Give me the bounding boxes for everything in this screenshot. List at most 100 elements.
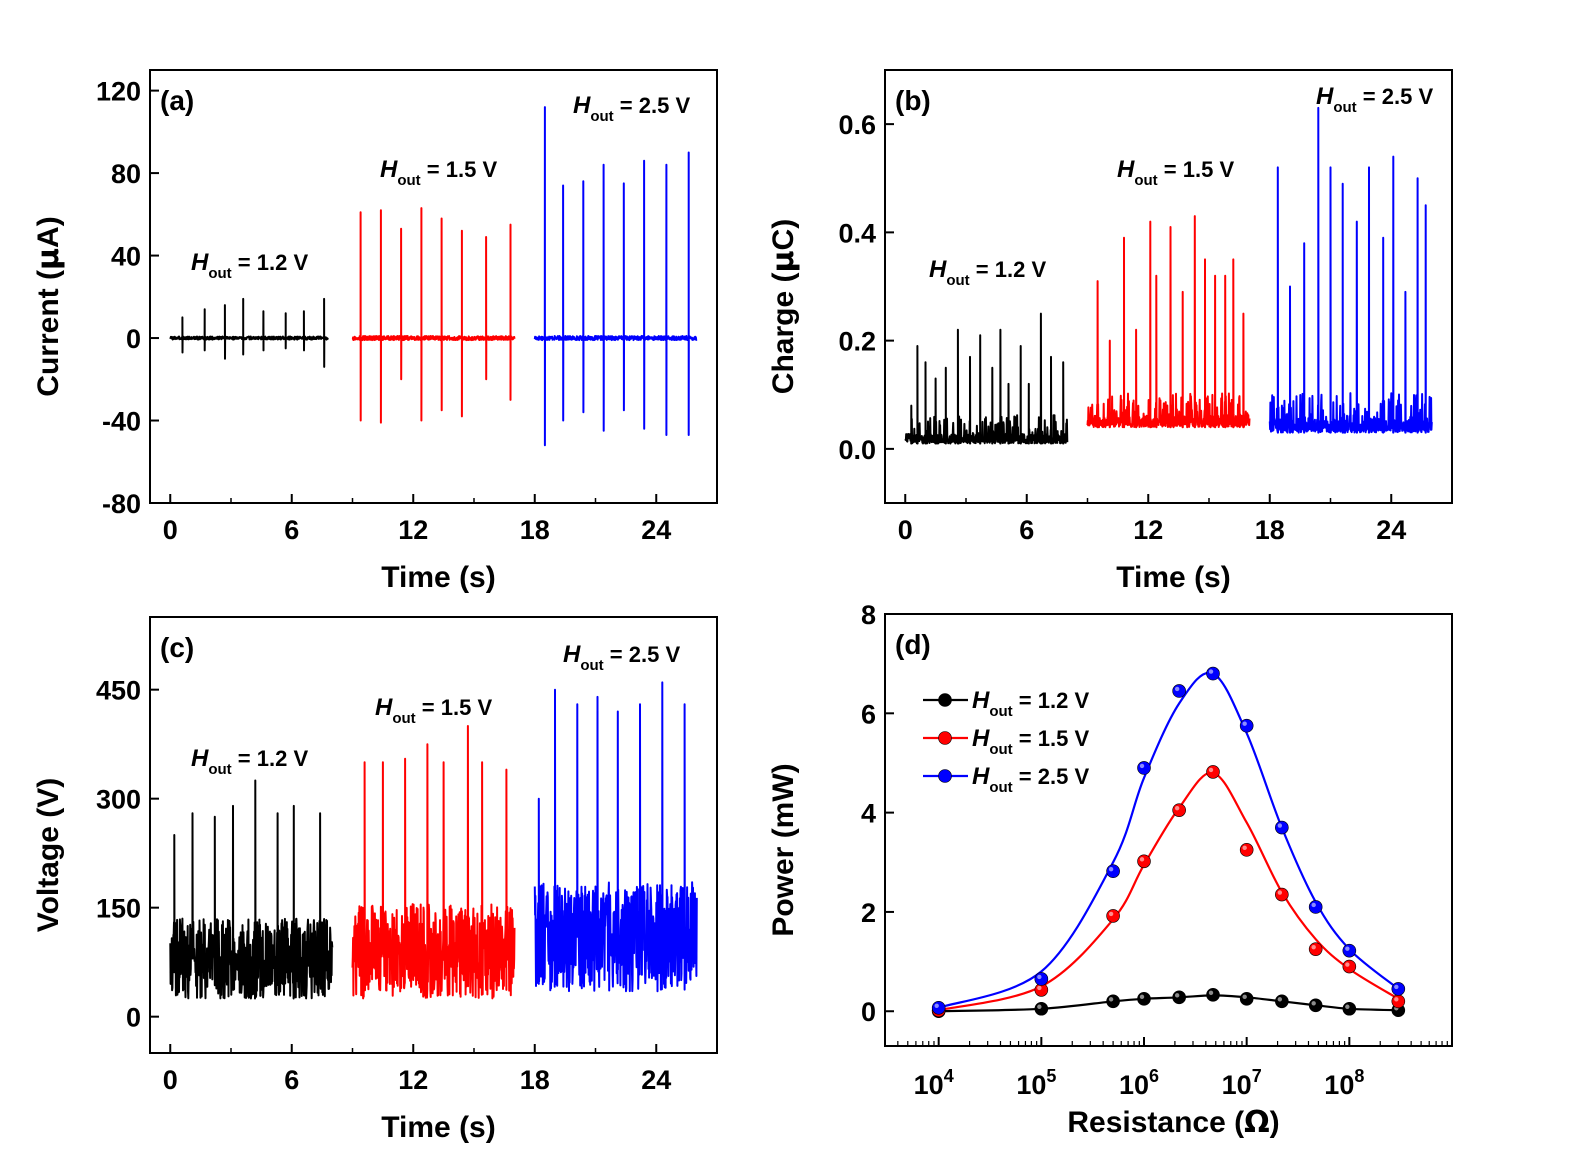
data-point-highlight (1242, 994, 1247, 1000)
series-annotation: Hout = 1.5 V (375, 694, 492, 727)
plot-frame (884, 69, 1453, 504)
x-tick-label: 12 (1133, 515, 1163, 545)
x-axis-title: Time (s) (1116, 561, 1230, 594)
data-point-highlight (1345, 1004, 1350, 1009)
data-point (1137, 992, 1151, 1006)
annotation-symbol: H (191, 249, 209, 276)
x-axis-title: Time (s) (381, 561, 495, 594)
data-point-highlight (1174, 993, 1180, 998)
y-tick-label: 120 (96, 77, 141, 107)
y-tick-label: 4 (861, 799, 876, 829)
series-line (351, 207, 516, 424)
series-annotation: Hout = 1.5 V (1117, 156, 1234, 189)
annotation-value: = 1.2 V (232, 250, 309, 275)
y-tick-label: 0 (126, 324, 141, 354)
series-line (1086, 215, 1251, 429)
data-point (1106, 994, 1120, 1009)
series-line (169, 297, 329, 368)
data-point-highlight (1174, 805, 1180, 811)
x-axis-title: Resistance (Ω) (1067, 1105, 1279, 1140)
annotation-symbol: H (380, 156, 398, 183)
series-line (1268, 106, 1433, 434)
y-tick-label: -40 (102, 407, 141, 437)
data-point-highlight (1139, 857, 1145, 862)
series-annotation: Hout = 2.5 V (1316, 83, 1433, 116)
x-tick-exponent: 8 (1354, 1066, 1364, 1086)
data-point-highlight (1345, 946, 1350, 951)
data-point-highlight (1037, 974, 1042, 980)
y-axis-title: Voltage (V) (32, 778, 65, 932)
data-point-highlight (1037, 985, 1042, 991)
y-axis-title-unit: μ (766, 250, 801, 272)
x-tick-base: 10 (1119, 1070, 1149, 1100)
x-axis-title-unit: Ω (1244, 1105, 1270, 1140)
series-line (904, 312, 1069, 445)
data-point-highlight (1037, 1004, 1042, 1009)
y-tick-label: 0.2 (838, 327, 876, 357)
y-tick-label: 150 (96, 894, 141, 924)
x-tick-label: 0 (163, 1065, 178, 1095)
series-annotation: Hout = 1.2 V (929, 256, 1046, 289)
legend-marker (938, 731, 952, 745)
data-point-highlight (1242, 721, 1247, 726)
data-point-highlight (1311, 1001, 1316, 1006)
x-tick-label: 106 (1119, 1066, 1159, 1100)
data-point-highlight (1242, 845, 1247, 851)
legend-marker (938, 769, 952, 783)
data-point (1239, 992, 1254, 1006)
y-axis-title-text: Voltage (V) (32, 778, 65, 932)
plot-frame (149, 616, 718, 1054)
panel-c-voltage-chart: 0 150 300 450 0 6 12 18 24 Time (s) Voltage (V) (c)… (32, 616, 718, 1144)
panel-label: (a) (160, 85, 194, 116)
data-point (1275, 820, 1289, 835)
series-annotation: Hout = 2.5 V (573, 92, 690, 125)
series-annotation: Hout = 1.2 V (191, 745, 308, 778)
annotation-subscript: out (590, 108, 613, 125)
data-point (1342, 943, 1357, 958)
x-tick-label: 0 (163, 515, 178, 545)
data-point-highlight (1277, 890, 1283, 895)
panel-a-current-chart: -80 -40 0 40 80 120 0 6 12 18 24 Time (s) Current (μ… (31, 69, 718, 594)
x-tick-base: 10 (1222, 1070, 1252, 1100)
data-point-highlight (1394, 984, 1399, 990)
data-point (1137, 854, 1151, 869)
data-point-highlight (1277, 997, 1283, 1002)
x-tick-label: 105 (1016, 1066, 1056, 1100)
annotation-value: = 2.5 V (604, 642, 681, 667)
x-tick-label: 6 (1019, 515, 1034, 545)
x-tick-label: 108 (1324, 1066, 1364, 1100)
annotation-value: = 2.5 V (614, 93, 691, 118)
data-point-highlight (1311, 944, 1316, 950)
x-tick-label: 12 (398, 1065, 428, 1095)
x-tick-exponent: 7 (1252, 1066, 1262, 1086)
x-tick-label: 18 (520, 1065, 550, 1095)
series-line (533, 106, 698, 447)
y-tick-label: 6 (861, 699, 876, 729)
x-tick-exponent: 5 (1046, 1066, 1056, 1086)
data-point (1206, 988, 1220, 1002)
series-annotation: Hout = 1.2 V (191, 249, 308, 282)
x-axis-title-text: Resistance ( (1067, 1106, 1244, 1139)
x-tick-exponent: 4 (944, 1066, 954, 1086)
data-point (1239, 718, 1254, 733)
annotation-subscript: out (397, 172, 420, 189)
data-point (1308, 900, 1323, 914)
x-tick-label: 6 (284, 1065, 299, 1095)
annotation-value: = 1.5 V (421, 157, 498, 182)
data-point-highlight (1108, 997, 1114, 1002)
y-axis-title-text: Charge ( (767, 273, 800, 395)
x-tick-base: 10 (914, 1070, 944, 1100)
x-tick-exponent: 6 (1149, 1066, 1159, 1086)
y-axis-title-text: Current ( (32, 270, 65, 397)
y-tick-label: 2 (861, 898, 876, 928)
data-point (1275, 887, 1289, 902)
x-tick-base: 10 (1324, 1070, 1354, 1100)
data-point-highlight (1139, 763, 1145, 769)
data-point-highlight (1277, 823, 1283, 828)
legend-value: = 1.5 V (1013, 726, 1090, 751)
data-point-highlight (1174, 686, 1180, 692)
series-line (169, 779, 334, 1000)
